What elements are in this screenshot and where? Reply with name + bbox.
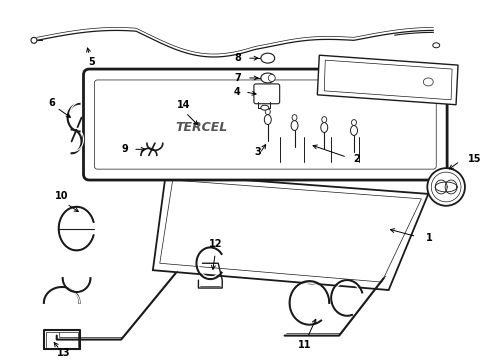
Text: 4: 4 bbox=[234, 87, 241, 97]
Polygon shape bbox=[318, 55, 458, 105]
Ellipse shape bbox=[431, 172, 461, 202]
Ellipse shape bbox=[265, 109, 270, 114]
Text: 14: 14 bbox=[177, 100, 190, 110]
FancyBboxPatch shape bbox=[83, 69, 447, 180]
Ellipse shape bbox=[261, 53, 275, 63]
Ellipse shape bbox=[350, 126, 358, 135]
FancyBboxPatch shape bbox=[254, 84, 280, 104]
Ellipse shape bbox=[433, 43, 440, 48]
Ellipse shape bbox=[31, 37, 37, 43]
Text: 7: 7 bbox=[235, 73, 242, 83]
Text: 6: 6 bbox=[49, 98, 55, 108]
Text: 1: 1 bbox=[426, 234, 433, 243]
Text: 15: 15 bbox=[468, 154, 482, 164]
Ellipse shape bbox=[269, 75, 275, 81]
Ellipse shape bbox=[292, 114, 297, 121]
Text: 8: 8 bbox=[235, 53, 242, 63]
Text: 10: 10 bbox=[55, 191, 69, 201]
Text: 3: 3 bbox=[254, 147, 261, 157]
Text: 9: 9 bbox=[122, 144, 128, 154]
Ellipse shape bbox=[261, 73, 275, 83]
Text: 5: 5 bbox=[88, 57, 95, 67]
Text: 12: 12 bbox=[209, 239, 222, 249]
Text: 2: 2 bbox=[353, 154, 360, 164]
Polygon shape bbox=[153, 174, 428, 290]
Ellipse shape bbox=[264, 114, 271, 125]
Ellipse shape bbox=[261, 105, 269, 110]
Ellipse shape bbox=[291, 121, 298, 130]
Ellipse shape bbox=[322, 117, 327, 122]
Text: TERCEL: TERCEL bbox=[175, 121, 228, 134]
Ellipse shape bbox=[423, 78, 433, 86]
Ellipse shape bbox=[427, 168, 465, 206]
Text: 11: 11 bbox=[298, 341, 311, 351]
FancyBboxPatch shape bbox=[95, 80, 436, 169]
Ellipse shape bbox=[351, 120, 356, 126]
Text: 13: 13 bbox=[57, 348, 71, 359]
Ellipse shape bbox=[321, 122, 328, 132]
